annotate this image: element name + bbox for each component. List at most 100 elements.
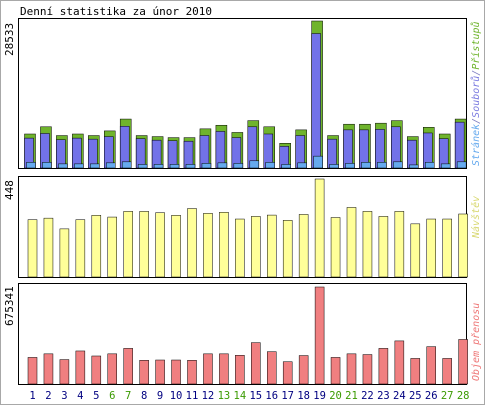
bar-traffic: [394, 340, 405, 385]
bar-visits: [442, 218, 452, 278]
bar-pages: [185, 164, 196, 169]
chart-title: Denní statistika za únor 2010: [20, 5, 212, 18]
bar-traffic: [219, 353, 229, 385]
day-label: 3: [61, 390, 67, 402]
bar-traffic: [107, 353, 117, 385]
bar-files: [215, 131, 226, 169]
bar-traffic: [330, 357, 341, 385]
legend-hits: Přístupů: [470, 21, 482, 69]
bar-visits: [298, 214, 309, 278]
bar-pages: [106, 162, 116, 169]
bar-files: [135, 138, 146, 169]
bar-visits: [123, 211, 133, 278]
bar-pages: [137, 164, 148, 169]
bar-visits: [203, 213, 213, 278]
bar-traffic: [187, 360, 197, 385]
bar-traffic: [442, 358, 452, 385]
day-label: 15: [249, 390, 262, 402]
bar-traffic: [251, 342, 261, 385]
visits-y-max-label: 448: [3, 180, 16, 200]
day-label: 8: [141, 390, 147, 402]
bar-pages: [90, 163, 100, 169]
bar-visits: [219, 212, 229, 278]
bar-pages: [249, 160, 260, 169]
bar-visits: [91, 215, 102, 278]
bar-pages: [377, 162, 387, 169]
bar-visits: [43, 217, 54, 278]
bar-traffic: [155, 359, 165, 385]
bar-traffic: [410, 358, 421, 385]
bar-pages: [425, 162, 435, 169]
day-label: 6: [109, 390, 115, 402]
legend-separator-1: /: [471, 118, 482, 124]
day-label: 23: [377, 390, 390, 402]
bar-pages: [313, 155, 323, 169]
bar-pages: [361, 162, 371, 169]
bar-visits: [282, 220, 293, 278]
bar-files: [151, 139, 162, 169]
bar-files: [72, 137, 82, 169]
bar-traffic: [298, 355, 309, 385]
bar-visits: [155, 212, 165, 278]
day-label: 12: [202, 390, 215, 402]
bar-visits: [458, 213, 468, 278]
day-label: 26: [425, 390, 438, 402]
bar-visits: [267, 214, 277, 278]
bar-visits: [346, 207, 357, 278]
bar-files: [454, 121, 465, 169]
bar-files: [327, 138, 337, 169]
bar-pages: [217, 162, 228, 169]
bar-visits: [171, 215, 181, 278]
day-label: 1: [29, 390, 35, 402]
day-label: 2: [45, 390, 51, 402]
bar-files: [183, 140, 194, 169]
bar-traffic: [139, 360, 149, 385]
bar-traffic: [43, 353, 54, 385]
bar-visits: [426, 218, 436, 278]
legend-separator-2: /: [471, 70, 482, 76]
bar-visits: [314, 178, 325, 278]
hits-panel-frame: [18, 18, 467, 169]
day-label: 5: [93, 390, 99, 402]
bar-traffic: [91, 355, 102, 385]
legend-pages: Stránek: [470, 124, 482, 166]
bar-visits: [378, 216, 389, 278]
bar-traffic: [314, 286, 325, 385]
bar-pages: [74, 163, 84, 169]
bar-pages: [281, 164, 291, 169]
bar-visits: [59, 228, 70, 278]
bar-visits: [107, 216, 117, 278]
bar-pages: [440, 163, 451, 169]
bar-pages: [169, 164, 180, 169]
bar-pages: [233, 163, 244, 169]
bar-files: [407, 139, 417, 169]
day-label: 21: [345, 390, 358, 402]
bar-pages: [201, 163, 212, 169]
hits-bars: [24, 20, 467, 169]
bar-traffic: [235, 355, 245, 385]
day-label: 27: [441, 390, 454, 402]
bar-pages: [153, 164, 164, 169]
bar-pages: [345, 163, 355, 169]
bar-traffic: [59, 359, 70, 385]
traffic-panel-frame: [18, 283, 467, 385]
bar-traffic: [27, 357, 38, 385]
bar-visits: [27, 219, 38, 278]
bar-traffic: [75, 350, 86, 385]
day-label: 10: [170, 390, 183, 402]
day-label: 22: [361, 390, 374, 402]
hits-legend: Stránek/Souborů/Přístupů: [470, 21, 482, 166]
day-labels: 1 2 3 4 5 6 7 8 9 10 11 12 13 14 15 16 17 18 19 20 21 22 23 24 2…: [29, 390, 469, 402]
bar-files: [167, 140, 178, 169]
bar-files: [343, 129, 353, 169]
bar-traffic: [346, 353, 357, 385]
bar-pages: [265, 162, 275, 169]
bar-visits: [362, 211, 373, 278]
day-label: 16: [265, 390, 278, 402]
legend-visits: Návštěv: [470, 196, 482, 239]
traffic-y-max-label: 675341: [3, 286, 16, 326]
day-label: 4: [77, 390, 83, 402]
